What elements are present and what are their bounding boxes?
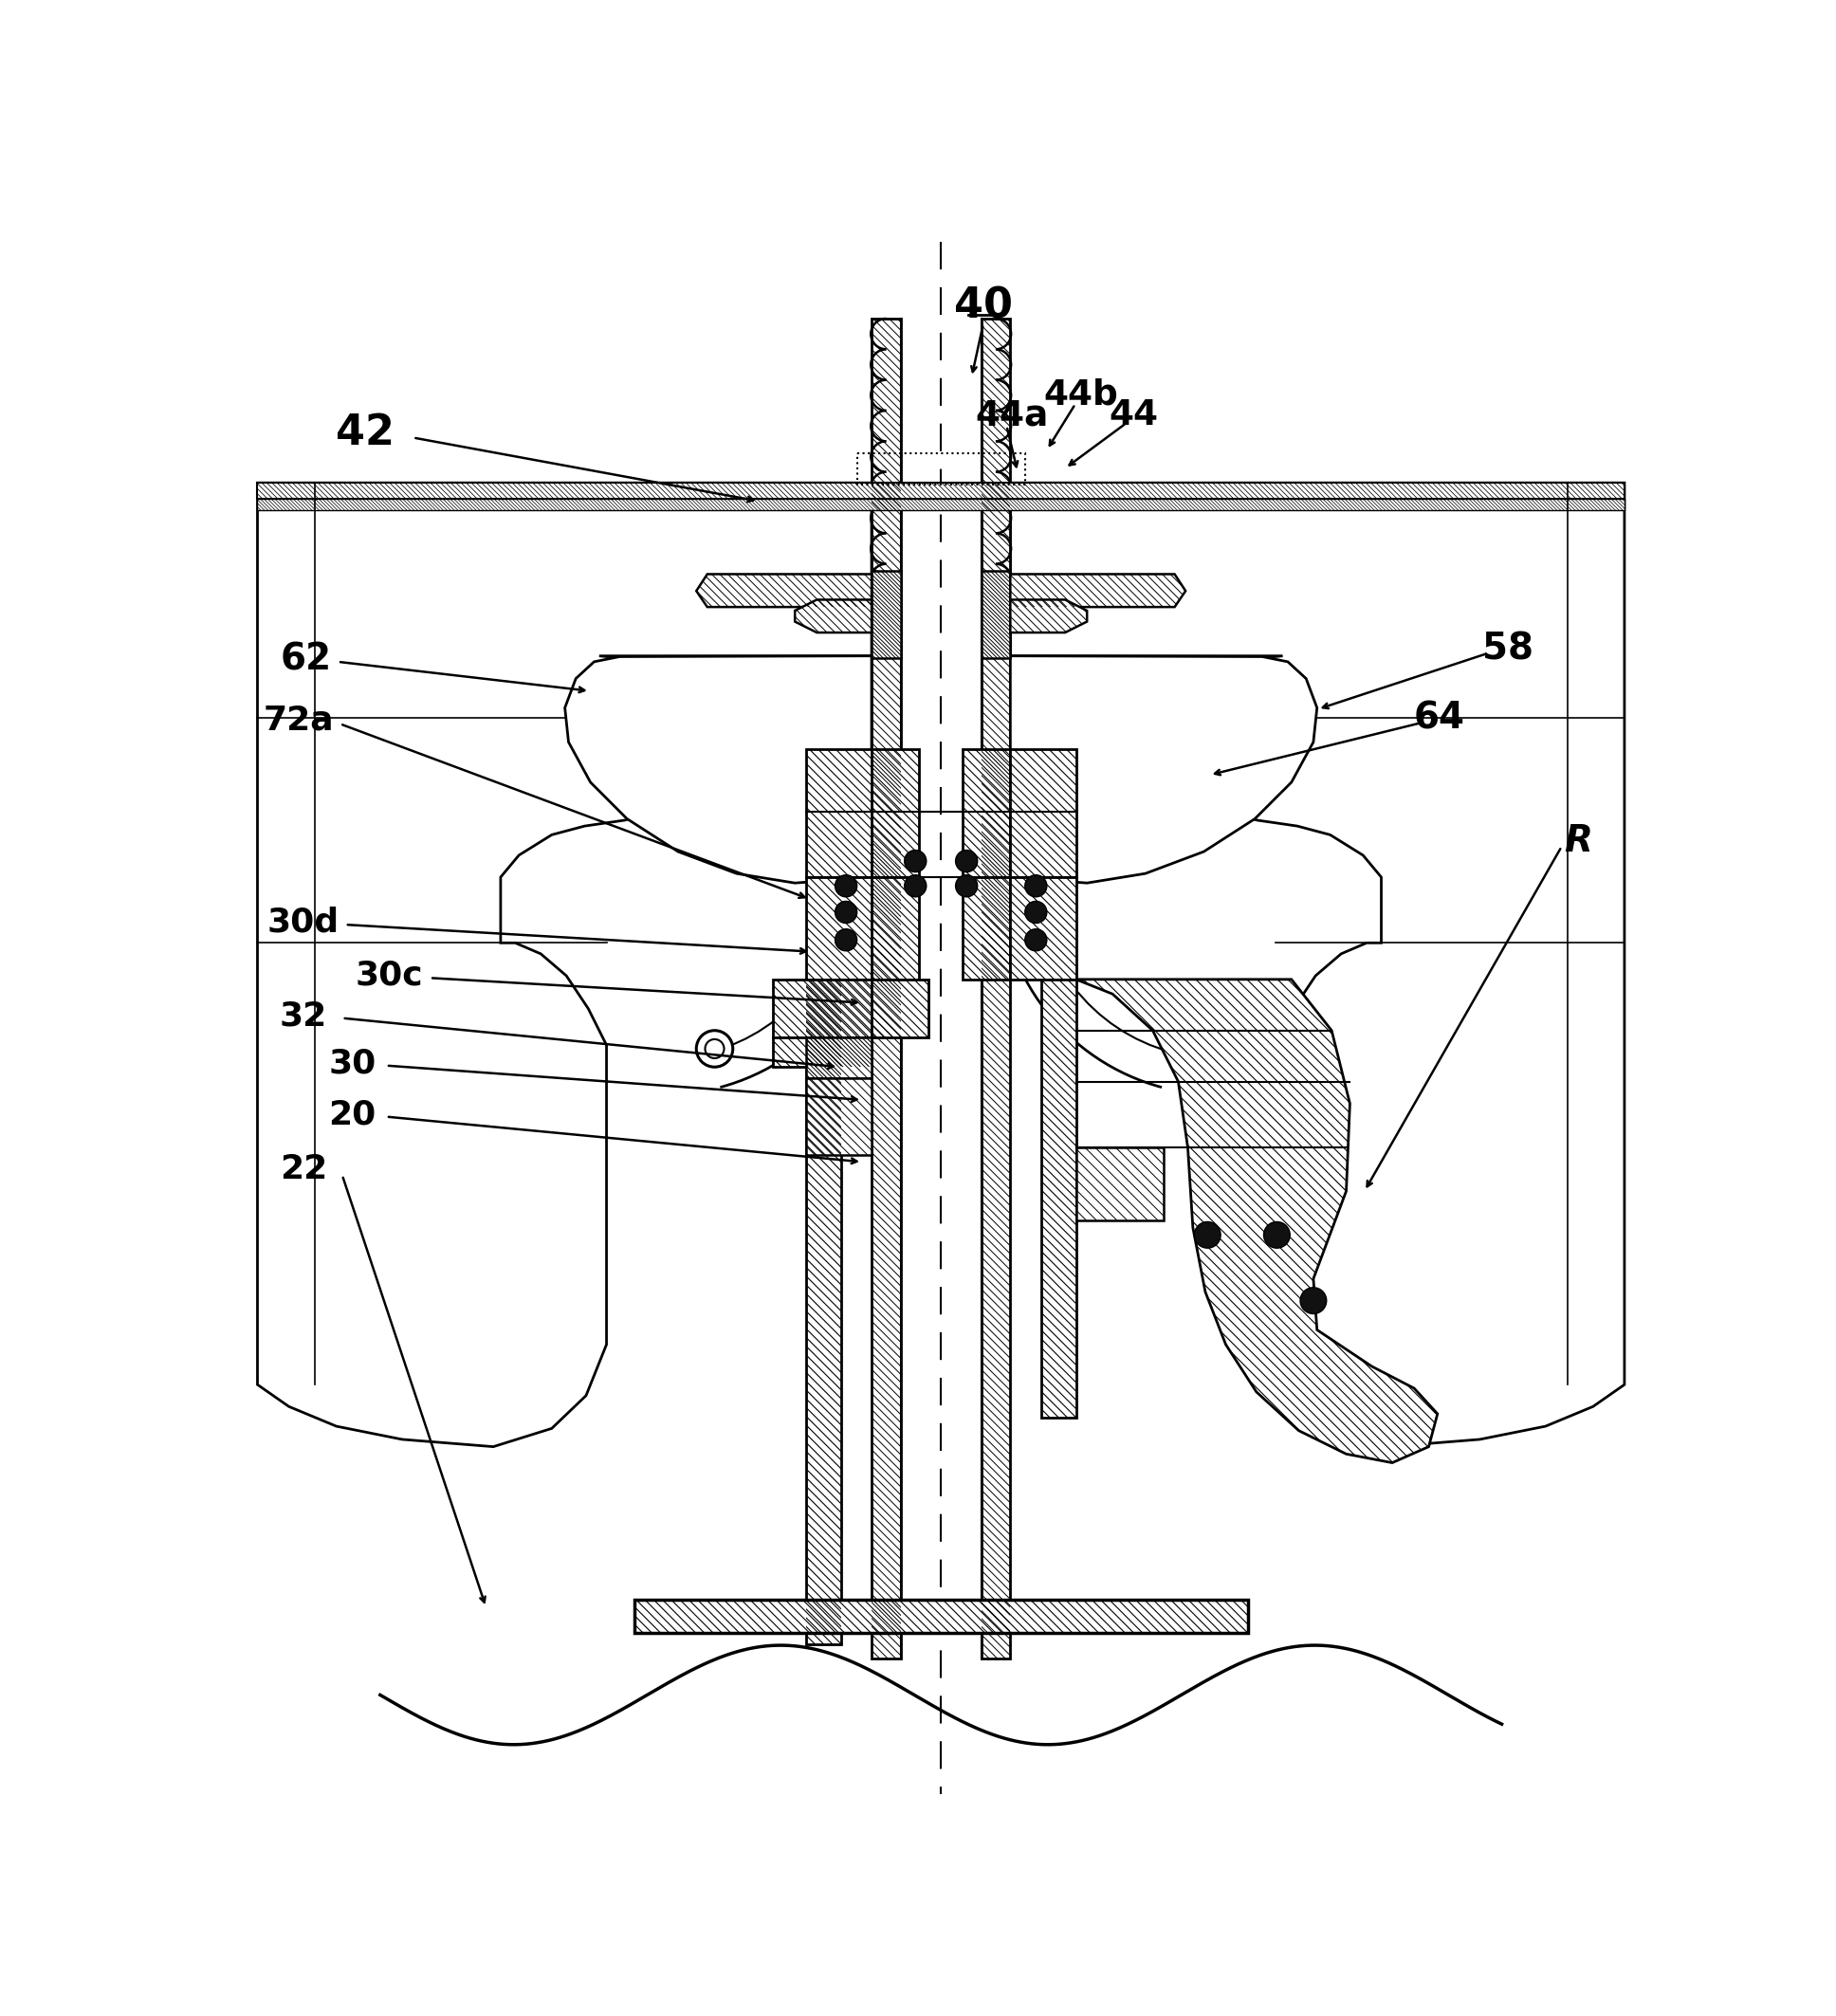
Bar — [857, 454, 1024, 484]
Circle shape — [955, 875, 977, 897]
Circle shape — [1024, 901, 1047, 923]
Polygon shape — [257, 498, 1625, 510]
Polygon shape — [1010, 575, 1186, 607]
Polygon shape — [1041, 980, 1076, 1417]
Polygon shape — [806, 877, 872, 980]
Circle shape — [905, 851, 927, 873]
Text: 62: 62 — [279, 641, 330, 677]
Circle shape — [705, 1040, 723, 1058]
Polygon shape — [696, 575, 872, 607]
Polygon shape — [773, 980, 872, 1038]
Polygon shape — [633, 1601, 1248, 1633]
Circle shape — [1195, 1222, 1221, 1248]
Polygon shape — [980, 319, 1010, 1659]
Polygon shape — [1076, 980, 1438, 1464]
Circle shape — [1024, 929, 1047, 952]
Circle shape — [1300, 1288, 1326, 1314]
Text: 30c: 30c — [354, 960, 422, 992]
Text: 58: 58 — [1483, 631, 1533, 667]
Text: 72a: 72a — [263, 704, 334, 736]
Circle shape — [835, 875, 857, 897]
Polygon shape — [806, 980, 929, 1038]
Polygon shape — [565, 655, 872, 883]
Text: 44: 44 — [1109, 399, 1159, 433]
Polygon shape — [1010, 655, 1316, 883]
Polygon shape — [980, 571, 1010, 657]
Text: 44b: 44b — [1045, 379, 1118, 413]
Circle shape — [905, 875, 927, 897]
Text: 22: 22 — [279, 1153, 327, 1185]
Polygon shape — [962, 750, 1010, 877]
Polygon shape — [257, 484, 1625, 498]
Text: 32: 32 — [279, 1000, 327, 1032]
Circle shape — [955, 851, 977, 873]
Circle shape — [835, 929, 857, 952]
Text: 40: 40 — [955, 286, 1013, 327]
Polygon shape — [872, 877, 920, 980]
Text: 30d: 30d — [268, 907, 340, 939]
Polygon shape — [806, 1079, 872, 1155]
Polygon shape — [806, 750, 872, 877]
Circle shape — [835, 901, 857, 923]
Text: 30: 30 — [329, 1046, 376, 1079]
Text: 44a: 44a — [975, 399, 1048, 433]
Circle shape — [1024, 875, 1047, 897]
Polygon shape — [962, 877, 1010, 980]
Polygon shape — [1010, 750, 1076, 877]
Polygon shape — [257, 484, 872, 1447]
Polygon shape — [872, 319, 901, 1659]
Polygon shape — [806, 1038, 872, 1079]
Text: R: R — [1564, 823, 1592, 859]
Polygon shape — [872, 750, 920, 877]
Polygon shape — [773, 1038, 872, 1066]
Polygon shape — [806, 980, 841, 1643]
Polygon shape — [795, 599, 872, 633]
Circle shape — [696, 1030, 733, 1066]
Polygon shape — [1010, 877, 1076, 980]
Polygon shape — [1010, 599, 1087, 633]
Polygon shape — [1076, 1147, 1164, 1220]
Polygon shape — [1010, 484, 1625, 1447]
Text: 20: 20 — [329, 1099, 376, 1131]
Text: 42: 42 — [336, 413, 395, 454]
Circle shape — [1263, 1222, 1291, 1248]
Polygon shape — [872, 571, 901, 657]
Text: 64: 64 — [1414, 700, 1465, 736]
